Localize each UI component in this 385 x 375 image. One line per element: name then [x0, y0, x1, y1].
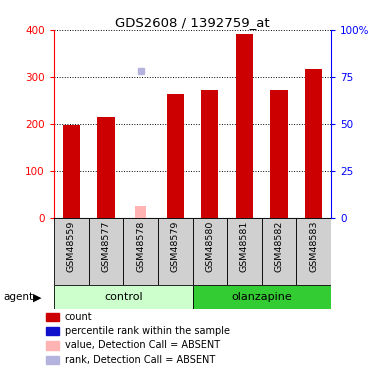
Text: rank, Detection Call = ABSENT: rank, Detection Call = ABSENT [65, 355, 215, 364]
Text: agent: agent [4, 292, 34, 302]
Text: GSM48577: GSM48577 [101, 221, 110, 272]
Text: percentile rank within the sample: percentile rank within the sample [65, 326, 230, 336]
Text: GSM48583: GSM48583 [309, 221, 318, 272]
Bar [192, 217, 227, 285]
Title: GDS2608 / 1392759_at: GDS2608 / 1392759_at [115, 16, 270, 29]
Bar [97, 117, 115, 218]
Bar [136, 206, 146, 218]
Bar [201, 90, 219, 218]
Bar [262, 217, 296, 285]
Text: GSM48581: GSM48581 [240, 221, 249, 272]
Bar [62, 125, 80, 218]
Text: GSM48559: GSM48559 [67, 221, 76, 272]
Bar [305, 69, 323, 218]
Bar [271, 90, 288, 218]
Text: control: control [104, 292, 142, 302]
Bar [236, 34, 253, 218]
Text: count: count [65, 312, 92, 322]
Bar [296, 217, 331, 285]
Text: olanzapine: olanzapine [231, 292, 292, 302]
Bar [54, 285, 192, 309]
Bar [167, 94, 184, 218]
Bar [192, 285, 331, 309]
Bar [123, 217, 158, 285]
Bar [54, 217, 89, 285]
Text: GSM48580: GSM48580 [205, 221, 214, 272]
Text: ▶: ▶ [33, 292, 41, 302]
Text: GSM48579: GSM48579 [171, 221, 180, 272]
Text: GSM48578: GSM48578 [136, 221, 145, 272]
Text: GSM48582: GSM48582 [275, 221, 284, 272]
Bar [89, 217, 123, 285]
Bar [227, 217, 262, 285]
Text: value, Detection Call = ABSENT: value, Detection Call = ABSENT [65, 340, 220, 350]
Bar [158, 217, 192, 285]
